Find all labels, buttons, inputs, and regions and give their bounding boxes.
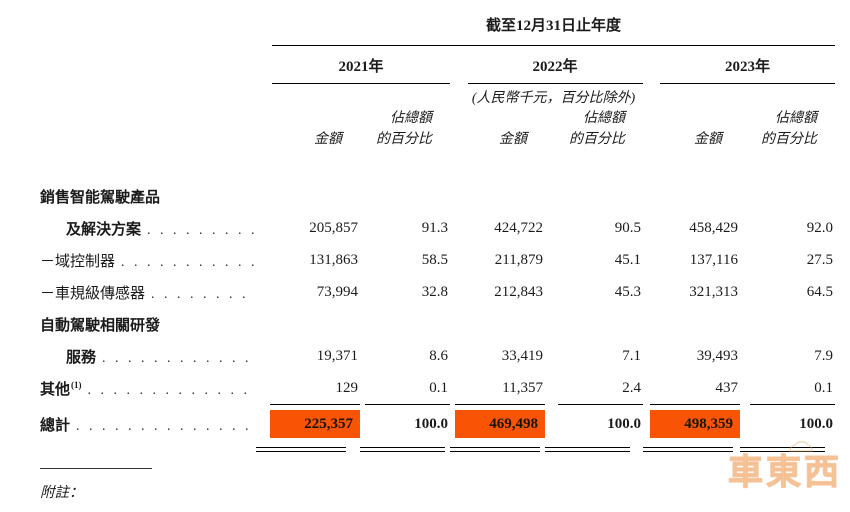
cell-2023-amount: 321,313 (689, 283, 738, 300)
rule-above-total (40, 404, 835, 407)
cell-2023-pct: 92.0 (806, 219, 833, 236)
row-label: －域控制器 (40, 252, 116, 270)
row-label: 及解決方案 (66, 220, 142, 238)
cell-2021-amount: 129 (335, 379, 359, 396)
cell-2023-amount: 39,493 (696, 347, 738, 364)
cell-2023-pct: 0.1 (814, 379, 833, 396)
currency-unit-note: (人民幣千元，百分比除外) (471, 91, 636, 106)
cell-2023-amount: 437 (715, 379, 739, 396)
cell-2021-pct: 91.3 (421, 219, 448, 236)
table-body: 銷售智能駕駛產品 及解決方案 205,857 91.3 424,722 90.5… (40, 180, 835, 453)
cell-2022-pct: 45.1 (614, 251, 641, 268)
year-header-2021: 2021年 (272, 50, 450, 84)
cell-2022-amount: 211,879 (494, 251, 543, 268)
total-2022-amount-highlight: 469,498 (455, 410, 545, 438)
cell-2021-amount: 73,994 (316, 283, 358, 300)
cell-2022-pct: 45.3 (614, 283, 641, 300)
row-label: －車規級傳感器 (40, 284, 146, 302)
cell-2021-amount: 19,371 (316, 347, 358, 364)
dot-leader (82, 383, 256, 399)
table-row-domain-controllers: －域控制器 131,863 58.5 211,879 45.1 137,116 … (40, 244, 835, 276)
cell-2023-amount: 137,116 (689, 251, 738, 268)
cell-2023-pct: 64.5 (806, 283, 833, 300)
row-label: 總計 (40, 416, 71, 434)
cell-2021-amount: 205,857 (309, 219, 358, 236)
dot-leader (70, 419, 256, 435)
year-header-2023: 2023年 (660, 50, 835, 84)
table-row-rd-section: 自動駕駛相關研發 (40, 308, 835, 340)
footnote-divider-rule (40, 468, 152, 469)
total-2023-pct: 100.0 (799, 415, 833, 432)
cell-2023-pct: 27.5 (806, 251, 833, 268)
column-header-amount-2023: 金額 (694, 132, 722, 147)
cell-2022-pct: 7.1 (622, 347, 641, 364)
dot-leader (145, 287, 256, 303)
column-header-spacer (40, 108, 256, 150)
double-rule-below-total (40, 447, 835, 453)
table-row-sales-products-section: 銷售智能駕駛產品 (40, 180, 835, 212)
footnote-label: 附註： (40, 485, 84, 501)
column-header-pct-2021: 佔總額 的百分比 (376, 111, 432, 147)
cell-2023-pct: 7.9 (814, 347, 833, 364)
year-header-2022: 2022年 (467, 50, 643, 84)
cell-2022-pct: 2.4 (622, 379, 641, 396)
footnote-marker: (1) (71, 379, 82, 390)
row-label: 其他(1) (40, 379, 82, 398)
year-header-row: 2021年 2022年 2023年 (272, 50, 835, 84)
table-row-solutions: 及解決方案 205,857 91.3 424,722 90.5 458,429 … (40, 212, 835, 244)
table-row-automotive-sensors: －車規級傳感器 73,994 32.8 212,843 45.3 321,313… (40, 276, 835, 308)
total-2021-amount-highlight: 225,357 (270, 410, 360, 438)
column-headers-row: 金額 佔總額 的百分比 金額 佔總額 的百分比 金額 佔總額 的百分比 (40, 108, 835, 150)
column-header-pct-2023: 佔總額 的百分比 (761, 111, 817, 147)
cell-2021-amount: 131,863 (309, 251, 358, 268)
total-2021-pct: 100.0 (414, 415, 448, 432)
cell-2022-pct: 90.5 (614, 219, 641, 236)
row-label: 自動駕駛相關研發 (40, 316, 161, 334)
dot-leader (115, 255, 256, 271)
cell-2021-pct: 58.5 (421, 251, 448, 268)
cell-2021-pct: 32.8 (421, 283, 448, 300)
column-header-amount-2021: 金額 (314, 132, 342, 147)
cell-2022-amount: 33,419 (501, 347, 543, 364)
column-header-pct-2022: 佔總額 的百分比 (569, 111, 625, 147)
dot-leader (141, 223, 256, 239)
total-2023-amount-highlight: 498,359 (650, 410, 740, 438)
row-label: 銷售智能駕駛產品 (40, 188, 161, 206)
table-row-others: 其他(1) 129 0.1 11,357 2.4 437 0.1 (40, 372, 835, 404)
cell-2022-amount: 212,843 (494, 283, 543, 300)
total-2022-pct: 100.0 (607, 415, 641, 432)
cell-2021-pct: 0.1 (429, 379, 448, 396)
cell-2022-amount: 11,357 (502, 379, 543, 396)
cell-2022-amount: 424,722 (494, 219, 543, 236)
row-label: 服務 (66, 348, 97, 366)
column-header-amount-2022: 金額 (499, 132, 527, 147)
cell-2021-pct: 8.6 (429, 347, 448, 364)
table-row-total: 總計 225,357 100.0 469,498 100.0 498,359 1… (40, 407, 835, 441)
table-row-services: 服務 19,371 8.6 33,419 7.1 39,493 7.9 (40, 340, 835, 372)
header-top-rule (272, 45, 835, 46)
cell-2023-amount: 458,429 (689, 219, 738, 236)
watermark-text: 車東西 (727, 452, 842, 492)
table-period-title: 截至12月31日止年度 (485, 18, 621, 34)
dot-leader (96, 351, 256, 367)
